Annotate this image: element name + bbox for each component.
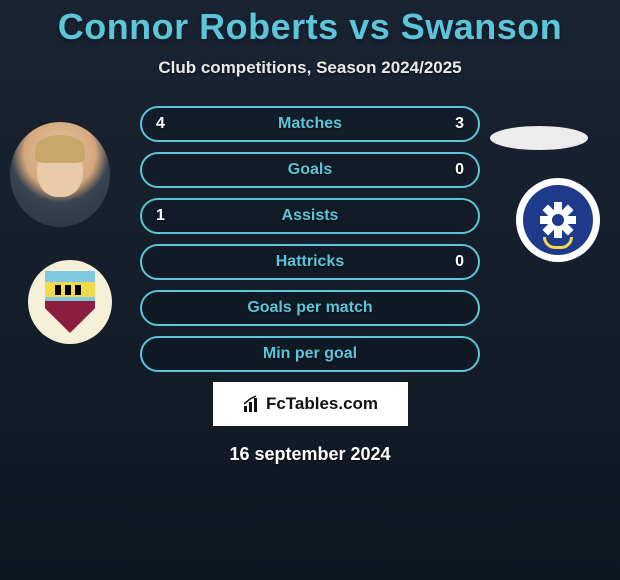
stat-row-goals: Goals 0 bbox=[140, 152, 480, 188]
comparison-title: Connor Roberts vs Swanson bbox=[0, 0, 620, 48]
stat-left-value: 4 bbox=[156, 115, 165, 133]
stat-label: Matches bbox=[278, 115, 342, 133]
stat-left-value: 1 bbox=[156, 207, 165, 225]
stat-row-min-per-goal: Min per goal bbox=[140, 336, 480, 372]
stat-row-assists: 1 Assists bbox=[140, 198, 480, 234]
stat-label: Min per goal bbox=[263, 345, 357, 363]
stats-container: 4 Matches 3 Goals 0 1 Assists Hattricks … bbox=[0, 106, 620, 465]
stat-right-value: 0 bbox=[455, 253, 464, 271]
stat-row-hattricks: Hattricks 0 bbox=[140, 244, 480, 280]
stat-right-value: 0 bbox=[455, 161, 464, 179]
comparison-subtitle: Club competitions, Season 2024/2025 bbox=[0, 58, 620, 78]
stat-row-goals-per-match: Goals per match bbox=[140, 290, 480, 326]
stat-label: Goals per match bbox=[247, 299, 372, 317]
footer-date: 16 september 2024 bbox=[0, 444, 620, 465]
stat-label: Assists bbox=[282, 207, 339, 225]
stat-label: Goals bbox=[288, 161, 332, 179]
stat-right-value: 3 bbox=[455, 115, 464, 133]
stat-label: Hattricks bbox=[276, 253, 344, 271]
attribution-text: FcTables.com bbox=[266, 394, 378, 414]
stat-row-matches: 4 Matches 3 bbox=[140, 106, 480, 142]
chart-icon bbox=[242, 394, 262, 414]
attribution-badge: FcTables.com bbox=[213, 382, 408, 426]
